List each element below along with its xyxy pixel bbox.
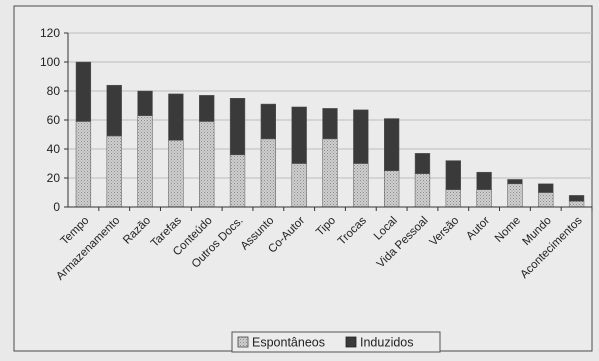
bar-espontaneos	[568, 200, 585, 208]
y-tick-label: 40	[47, 142, 61, 156]
bar-induzidos	[199, 95, 215, 122]
bar-induzidos	[383, 118, 400, 172]
y-tick-label: 80	[47, 84, 61, 98]
bar-espontaneos	[507, 183, 523, 208]
legend-box	[231, 331, 441, 353]
bar-espontaneos	[353, 163, 369, 208]
bar-induzidos	[291, 106, 307, 164]
bar-espontaneos	[75, 121, 92, 208]
bar-induzidos	[106, 84, 122, 137]
y-tick-label: 0	[53, 200, 60, 214]
y-tick-label: 100	[40, 55, 60, 69]
bar-induzidos	[414, 153, 431, 174]
y-tick-label: 20	[47, 171, 61, 185]
y-tick-label: 120	[40, 26, 60, 40]
bar-espontaneos	[229, 154, 246, 208]
bar-espontaneos	[199, 121, 215, 208]
legend-swatch-induzidos	[345, 336, 357, 348]
bar-induzidos	[168, 93, 184, 141]
bar-espontaneos	[476, 189, 492, 208]
bar-induzidos	[260, 103, 277, 140]
legend-label-induzidos: Induzidos	[360, 336, 414, 350]
bar-induzidos	[476, 171, 492, 190]
legend-label-espontaneos: Espontâneos	[252, 336, 325, 350]
bar-induzidos	[75, 61, 92, 122]
bar-espontaneos	[106, 135, 122, 208]
bar-espontaneos	[383, 170, 400, 208]
bar-espontaneos	[538, 192, 554, 208]
bar-espontaneos	[291, 163, 307, 208]
bar-espontaneos	[322, 138, 338, 208]
bar-induzidos	[137, 90, 153, 116]
y-tick-label: 60	[47, 113, 61, 127]
legend-swatch-espontaneos	[237, 336, 249, 348]
bar-espontaneos	[414, 173, 431, 208]
bar-espontaneos	[445, 189, 461, 208]
bar-induzidos	[322, 108, 338, 140]
bar-espontaneos	[260, 138, 277, 208]
bar-induzidos	[507, 179, 523, 185]
bar-induzidos	[353, 109, 369, 164]
bar-espontaneos	[137, 115, 153, 208]
bar-induzidos	[568, 195, 585, 202]
bar-induzidos	[538, 183, 554, 193]
bar-induzidos	[445, 160, 461, 190]
bar-induzidos	[229, 98, 246, 156]
bar-espontaneos	[168, 140, 184, 208]
